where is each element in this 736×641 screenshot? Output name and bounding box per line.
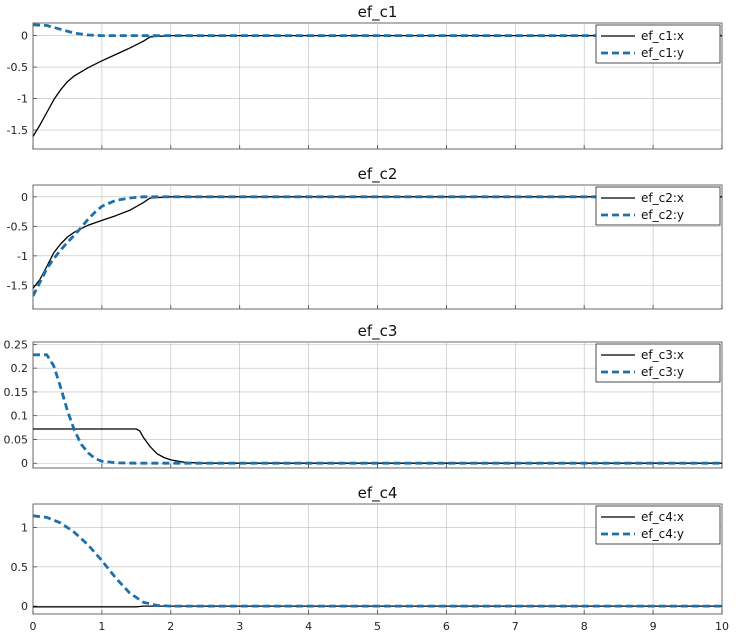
x-tick-label: 4 [305,620,312,633]
subplot-title: ef_c4 [358,484,398,503]
y-tick-label: 1 [21,522,28,535]
legend: ef_c2:x ef_c2:y [595,186,721,226]
subplot-title: ef_c2 [358,165,398,184]
y-tick-label: 0.25 [4,338,29,351]
y-tick-label: 0.5 [11,561,29,574]
y-tick-label: -1 [17,250,28,263]
series-line-y [33,23,722,37]
y-tick-label: -1.5 [7,124,28,137]
legend: ef_c1:x ef_c1:y [595,24,721,64]
y-tick-label: 0 [21,191,28,204]
x-tick-label: 10 [715,620,729,633]
x-tick-label: 2 [167,620,174,633]
legend-label: ef_c2:x [641,191,684,205]
x-tick-label: 6 [443,620,450,633]
series-line-x [33,428,722,464]
subplot-title: ef_c3 [358,322,398,341]
y-tick-label: 0 [21,30,28,43]
y-tick-label: 0.2 [11,362,29,375]
series-line-x [33,34,722,137]
legend: ef_c3:x ef_c3:y [595,343,721,383]
legend: ef_c4:x ef_c4:y [595,505,721,545]
x-tick-label: 5 [374,620,381,633]
series-line-y [33,353,722,465]
legend-box [595,186,721,226]
legend-box [595,24,721,64]
y-tick-label: -0.5 [7,61,28,74]
x-tick-label: 9 [650,620,657,633]
series-line-y [33,195,722,297]
y-tick-label: -0.5 [7,220,28,233]
y-tick-label: 0 [21,600,28,613]
subplot-3: 0.25 0.2 0.15 0.1 0.05 0 ef_c3 ef_c3:x ef_c3:y [4,322,723,470]
subplot-4: 1 0.5 0 ef_c4 ef_c4:x ef_c4:y [11,484,723,615]
series-line-x [33,196,722,289]
x-tick-label: 3 [236,620,243,633]
legend-label: ef_c3:y [641,365,684,379]
x-tick-label: 8 [581,620,588,633]
series-line-y [33,514,722,608]
y-tick-label: 0 [21,457,28,470]
x-tick-label: 1 [98,620,105,633]
x-tick-label: 7 [512,620,519,633]
y-tick-label: -1.5 [7,279,28,292]
subplot-1: 0 -0.5 -1 -1.5 ef_c1 ef_c1:x ef_c1:y [7,3,723,150]
legend-label: ef_c2:y [641,208,684,222]
legend-box [595,343,721,383]
y-tick-label: 0.05 [4,433,29,446]
legend-label: ef_c4:x [641,510,684,524]
legend-box [595,505,721,545]
y-tick-label: -1 [17,93,28,106]
legend-label: ef_c3:x [641,348,684,362]
x-tick-label: 0 [30,620,37,633]
subplot-2: 0 -0.5 -1 -1.5 ef_c2 ef_c2:x ef_c2:y [7,165,723,310]
y-tick-label: 0.1 [11,410,29,423]
legend-label: ef_c4:y [641,527,684,541]
legend-label: ef_c1:y [641,46,684,60]
legend-label: ef_c1:x [641,29,684,43]
subplot-title: ef_c1 [358,3,398,22]
y-tick-label: 0.15 [4,386,29,399]
